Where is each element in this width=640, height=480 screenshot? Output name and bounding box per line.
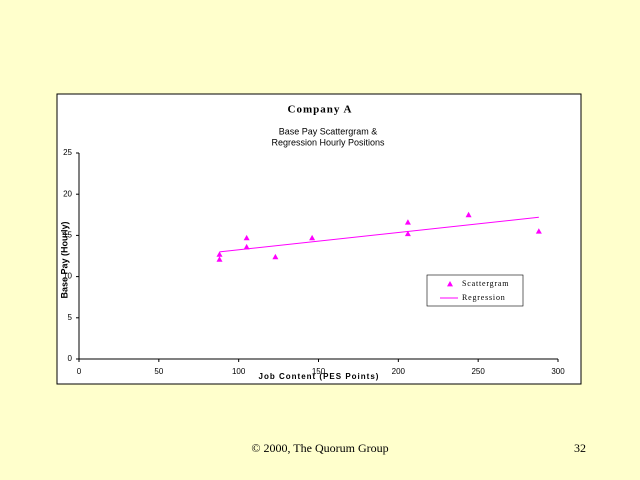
scatter-point (309, 234, 316, 241)
legend-label: Regression (462, 293, 506, 302)
scatter-point (243, 234, 250, 241)
scatter-point (535, 228, 542, 234)
scatter-point (465, 211, 472, 218)
x-tick-label: 50 (154, 367, 163, 376)
page-number: 32 (574, 441, 586, 455)
x-tick-label: 0 (77, 367, 82, 376)
regression-line (219, 216, 539, 253)
scatter-point (404, 230, 411, 237)
chart-frame (56, 93, 582, 385)
x-tick-label: 100 (232, 367, 246, 376)
x-tick-label: 250 (471, 367, 485, 376)
y-tick-label: 5 (68, 313, 73, 322)
scatter-point (216, 256, 223, 262)
x-tick-label: 150 (312, 367, 326, 376)
scatter-point (216, 251, 223, 257)
scatter-point (243, 243, 250, 250)
footer-text: © 2000, The Quorum Group (251, 441, 388, 455)
y-tick-label: 20 (63, 189, 72, 198)
x-tick-label: 300 (551, 367, 565, 376)
chart-subtitle: Regression Hourly Positions (271, 137, 385, 147)
legend-box (426, 274, 524, 307)
legend-label: Scattergram (462, 279, 509, 288)
chart-title: Company A (288, 104, 353, 116)
scatter-point (404, 219, 411, 225)
x-axis-label: Job Content (PES Points) (259, 372, 380, 381)
y-tick-label: 15 (63, 231, 72, 240)
legend-marker (447, 281, 453, 287)
x-tick-label: 200 (392, 367, 406, 376)
chart-subtitle: Base Pay Scattergram & (279, 126, 378, 136)
y-tick-label: 0 (68, 354, 73, 363)
y-tick-label: 10 (63, 272, 72, 281)
scatter-point (272, 253, 279, 260)
y-axis-label: Base Pay (Hourly) (59, 221, 69, 298)
y-tick-label: 25 (63, 148, 72, 157)
